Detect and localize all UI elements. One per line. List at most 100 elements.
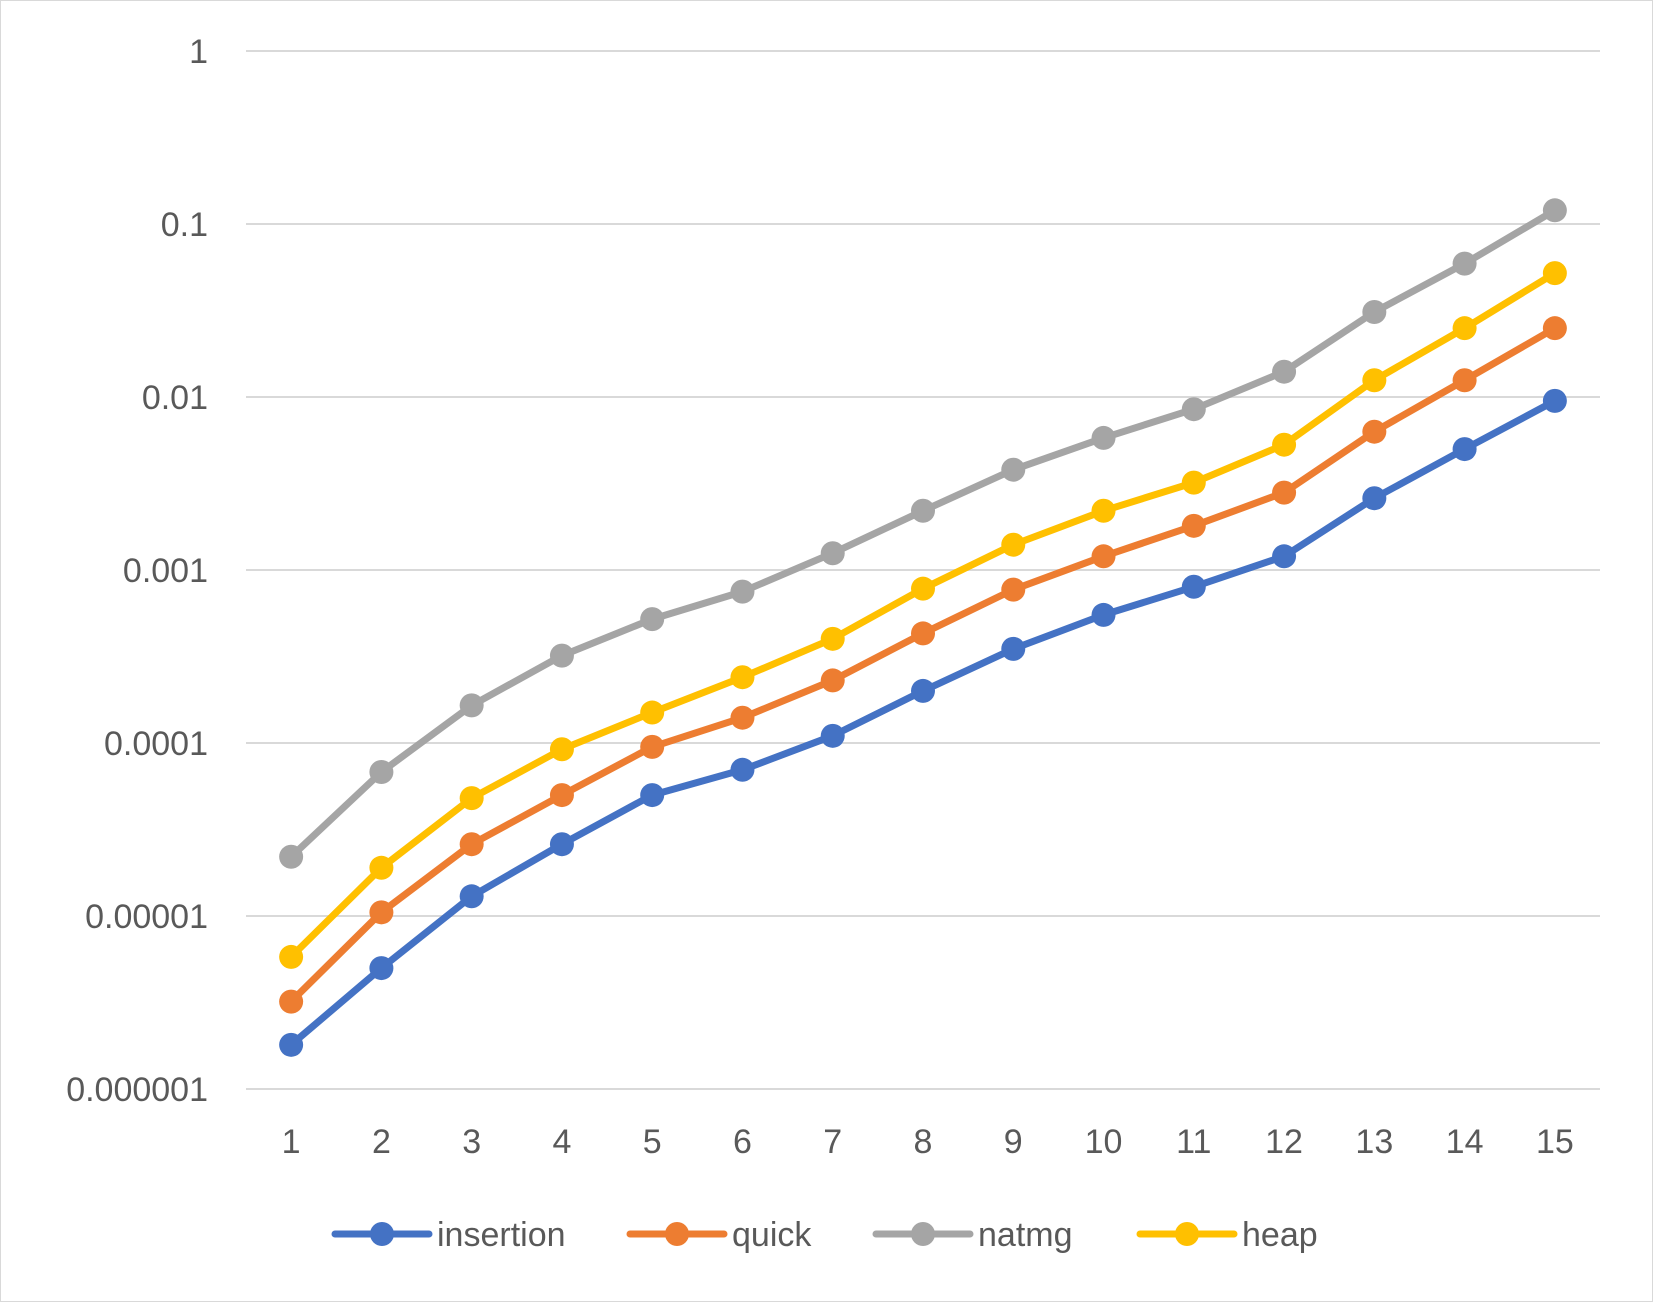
data-point: [459, 832, 484, 857]
legend-item-natmg: natmg: [872, 1216, 1073, 1254]
data-point: [1091, 425, 1116, 450]
x-tick-label: 7: [823, 1123, 842, 1161]
data-point: [279, 944, 304, 969]
data-point: [820, 723, 845, 748]
data-point: [820, 626, 845, 651]
data-point: [1001, 577, 1026, 602]
x-tick-label: 3: [462, 1123, 481, 1161]
data-point: [1362, 299, 1387, 324]
data-point: [730, 579, 755, 604]
data-point: [279, 989, 304, 1014]
data-point: [1181, 574, 1206, 599]
data-point: [1091, 602, 1116, 627]
x-axis-tick-labels: 1 2 3 4 5 6 7 8 9 10 11 12 13 14 15: [282, 1123, 1574, 1161]
data-point: [1452, 251, 1477, 276]
data-point: [549, 643, 574, 668]
data-point: [1452, 316, 1477, 341]
data-point: [911, 576, 935, 601]
y-tick-label: 0.00001: [85, 898, 208, 936]
data-point: [730, 705, 755, 730]
legend-label: insertion: [437, 1216, 566, 1254]
data-point: [459, 884, 484, 909]
legend-swatch-marker: [370, 1222, 394, 1246]
data-point: [640, 734, 665, 759]
y-tick-label: 0.01: [142, 379, 208, 417]
data-point: [1181, 397, 1206, 422]
y-tick-label: 1: [189, 33, 208, 71]
data-point: [1542, 261, 1567, 286]
data-point: [911, 678, 935, 703]
data-point: [1542, 388, 1567, 413]
data-point: [1091, 498, 1116, 523]
data-point: [1452, 437, 1477, 462]
data-point: [1272, 480, 1297, 505]
data-point: [1181, 513, 1206, 538]
data-point: [911, 621, 935, 646]
data-point: [1181, 470, 1206, 495]
gridlines: [246, 50, 1600, 1090]
data-point: [1272, 359, 1297, 384]
x-tick-label: 15: [1536, 1123, 1574, 1161]
data-point: [640, 700, 665, 725]
series-natmg: [279, 198, 1567, 869]
legend-item-quick: quick: [626, 1216, 812, 1254]
data-point: [640, 783, 665, 808]
x-tick-label: 2: [372, 1123, 391, 1161]
legend-label: natmg: [978, 1216, 1073, 1254]
series-quick: [279, 316, 1567, 1014]
data-point: [1001, 457, 1026, 482]
series-lines: [279, 198, 1567, 1057]
data-point: [1001, 636, 1026, 661]
data-point: [1452, 368, 1477, 393]
y-tick-label: 0.001: [123, 552, 208, 590]
legend-label: heap: [1242, 1216, 1318, 1254]
legend-swatch-marker: [1175, 1222, 1199, 1246]
data-point: [1272, 432, 1297, 457]
x-tick-label: 11: [1176, 1123, 1211, 1161]
x-tick-label: 9: [1004, 1123, 1023, 1161]
data-point: [459, 693, 484, 718]
series-insertion: [279, 388, 1567, 1057]
x-tick-label: 12: [1265, 1123, 1303, 1161]
legend-swatch-marker: [911, 1222, 935, 1246]
y-axis-tick-labels: 1 0.1 0.01 0.001 0.0001 0.00001 0.000001: [66, 33, 208, 1109]
data-point: [1542, 198, 1567, 223]
legend: insertion quick natmg heap: [331, 1216, 1318, 1254]
legend-label: quick: [732, 1216, 812, 1254]
data-point: [730, 757, 755, 782]
x-tick-label: 13: [1355, 1123, 1393, 1161]
data-point: [549, 783, 574, 808]
data-point: [369, 855, 394, 880]
data-point: [1542, 316, 1567, 341]
data-point: [549, 737, 574, 762]
data-point: [730, 665, 755, 690]
x-tick-label: 10: [1085, 1123, 1123, 1161]
x-tick-label: 6: [733, 1123, 752, 1161]
series-heap: [279, 261, 1567, 969]
data-point: [820, 668, 845, 693]
x-tick-label: 1: [282, 1123, 301, 1161]
data-point: [1362, 368, 1387, 393]
data-point: [820, 541, 845, 566]
data-point: [369, 900, 394, 925]
data-point: [640, 607, 665, 632]
legend-item-insertion: insertion: [331, 1216, 566, 1254]
y-tick-label: 0.0001: [104, 725, 208, 763]
data-point: [369, 759, 394, 784]
data-point: [279, 1032, 304, 1057]
data-point: [1362, 486, 1387, 511]
data-point: [549, 832, 574, 857]
x-tick-label: 5: [643, 1123, 662, 1161]
x-tick-label: 4: [552, 1123, 571, 1161]
y-tick-label: 0.000001: [66, 1071, 208, 1109]
x-tick-label: 8: [914, 1123, 933, 1161]
data-point: [911, 498, 935, 523]
data-point: [459, 786, 484, 811]
data-point: [369, 956, 394, 981]
y-tick-label: 0.1: [161, 206, 208, 244]
data-point: [1091, 544, 1116, 569]
x-tick-label: 14: [1446, 1123, 1484, 1161]
data-point: [1362, 419, 1387, 444]
